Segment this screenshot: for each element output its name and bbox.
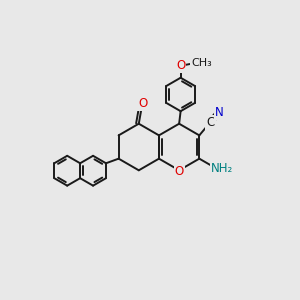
Text: O: O bbox=[176, 59, 185, 72]
Text: C: C bbox=[206, 116, 214, 129]
Text: O: O bbox=[138, 97, 148, 110]
Text: O: O bbox=[175, 165, 184, 178]
Text: CH₃: CH₃ bbox=[191, 58, 212, 68]
Text: NH₂: NH₂ bbox=[211, 162, 233, 175]
Text: N: N bbox=[215, 106, 224, 119]
